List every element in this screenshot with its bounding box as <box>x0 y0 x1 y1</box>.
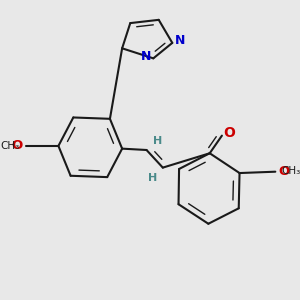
Text: H: H <box>153 136 162 146</box>
Text: O: O <box>11 139 22 152</box>
Text: CH₃: CH₃ <box>1 141 20 151</box>
Text: O: O <box>279 165 290 178</box>
Text: CH₃: CH₃ <box>281 167 300 176</box>
Text: O: O <box>224 126 236 140</box>
Text: H: H <box>148 173 157 183</box>
Text: N: N <box>140 50 151 63</box>
Text: N: N <box>175 34 185 47</box>
